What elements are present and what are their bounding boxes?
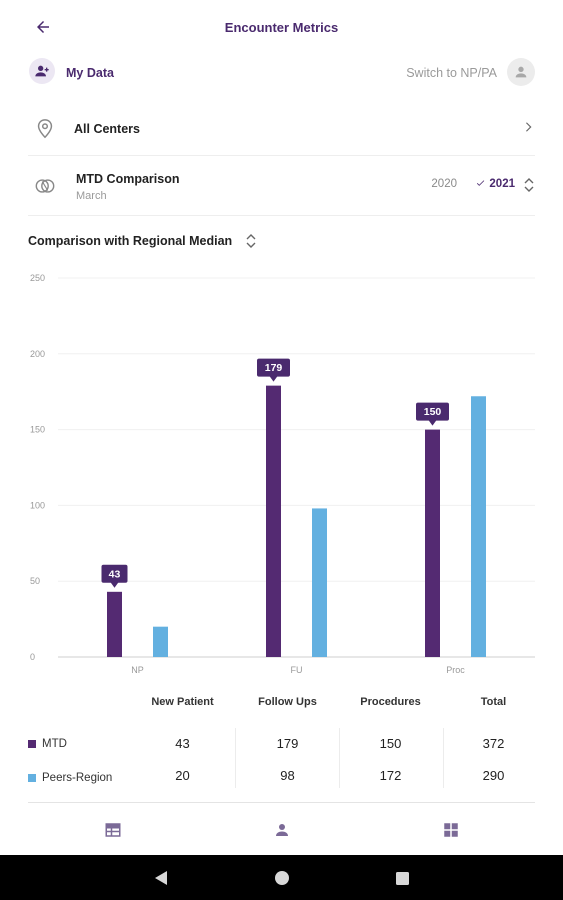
person-icon [276, 824, 288, 836]
value-callout-pointer [428, 420, 437, 426]
square-recents-icon [395, 871, 409, 885]
table-cell: 172 [379, 768, 402, 783]
series-name: Peers-Region [42, 772, 113, 784]
check-icon [477, 180, 485, 186]
chart-title: Comparison with Regional Median [28, 234, 233, 249]
comparison-selector[interactable]: MTD Comparison March 2020 2021 [28, 156, 535, 216]
table-cell: 43 [175, 736, 190, 751]
table-cell: 20 [175, 768, 190, 783]
year-option-2020[interactable]: 2020 [431, 178, 457, 190]
user-badge [29, 58, 55, 84]
table-cell: 372 [482, 736, 505, 751]
column-divider [443, 728, 444, 788]
grid-icon [444, 823, 458, 837]
legend-swatch-mtd [28, 740, 36, 748]
unfold-icon[interactable] [523, 176, 535, 194]
x-tick-label: NP [131, 665, 144, 675]
chart-header: Comparison with Regional Median [28, 232, 257, 252]
arrow-left-icon [37, 21, 49, 33]
y-tick-label: 50 [30, 576, 40, 586]
y-tick-label: 200 [30, 349, 45, 359]
app-bar: Encounter Metrics [0, 0, 563, 56]
legend-swatch-peers [28, 774, 36, 782]
value-callout-label: 43 [109, 568, 121, 580]
table-cell: 150 [379, 736, 402, 751]
system-recents-button[interactable] [393, 869, 411, 887]
table-header-total: Total [480, 696, 507, 708]
person-icon [515, 66, 527, 78]
bar-peers-region-proc [471, 396, 486, 657]
bar-mtd-np [107, 591, 122, 657]
table-icon [105, 823, 121, 837]
table-row-mtd-label: MTD [28, 738, 67, 750]
y-tick-label: 250 [30, 273, 45, 283]
table-header-follow-ups: Follow Ups [258, 696, 317, 708]
circle-home-icon [275, 871, 289, 885]
table-header-new-patient: New Patient [151, 696, 214, 708]
chevron-right-icon [526, 122, 532, 132]
table-cell: 98 [280, 768, 295, 783]
column-divider [339, 728, 340, 788]
y-tick-label: 100 [30, 500, 45, 510]
y-tick-label: 150 [30, 425, 45, 435]
value-callout-label: 150 [424, 406, 442, 418]
table-cell: 179 [276, 736, 299, 751]
unfold-icon[interactable] [245, 232, 257, 250]
user-row: My Data Switch to NP/PA [0, 56, 563, 92]
compare-circles-icon [35, 179, 55, 193]
value-callout-box [101, 564, 128, 583]
person-add-icon [35, 65, 49, 77]
location-pin-icon [37, 119, 53, 139]
triangle-back-icon [155, 871, 167, 885]
comparison-subtitle: March [76, 190, 107, 202]
table-row-peers-label: Peers-Region [28, 772, 112, 784]
centers-label: All Centers [74, 122, 140, 136]
year-2021-label: 2021 [489, 178, 515, 190]
centers-selector[interactable]: All Centers [28, 102, 535, 156]
value-callout-label: 179 [265, 362, 283, 374]
nav-dashboard-button[interactable] [441, 820, 461, 840]
avatar[interactable] [507, 58, 535, 86]
bar-mtd-fu [266, 385, 281, 657]
bar-mtd-proc [425, 429, 440, 657]
value-callout-pointer [110, 582, 119, 588]
switch-role-link[interactable]: Switch to NP/PA [406, 66, 497, 80]
series-name: MTD [42, 738, 67, 750]
value-callout-pointer [269, 376, 278, 382]
bar-chart: 0 50 100 150 200 250 NP 43 FU 179 Proc 150 [30, 273, 535, 675]
y-tick-label: 0 [30, 652, 35, 662]
nav-table-button[interactable] [103, 820, 123, 840]
my-data-label: My Data [66, 66, 114, 80]
page-title: Encounter Metrics [224, 20, 339, 35]
value-callout-box [257, 358, 290, 377]
year-option-2021[interactable]: 2021 [475, 178, 515, 190]
comparison-title: MTD Comparison [76, 172, 180, 186]
system-navigation-bar [0, 855, 563, 900]
column-divider [235, 728, 236, 788]
nav-profile-button[interactable] [272, 820, 292, 840]
divider [28, 802, 535, 803]
value-callout-box [416, 402, 449, 421]
x-tick-label: FU [291, 665, 303, 675]
system-back-button[interactable] [152, 869, 170, 887]
bottom-navigation [0, 806, 563, 854]
table-header-procedures: Procedures [360, 696, 421, 708]
table-cell: 290 [482, 768, 505, 783]
system-home-button[interactable] [273, 869, 291, 887]
bar-peers-region-np [153, 626, 168, 657]
bar-peers-region-fu [312, 508, 327, 657]
x-tick-label: Proc [446, 665, 465, 675]
back-button[interactable] [30, 14, 56, 40]
